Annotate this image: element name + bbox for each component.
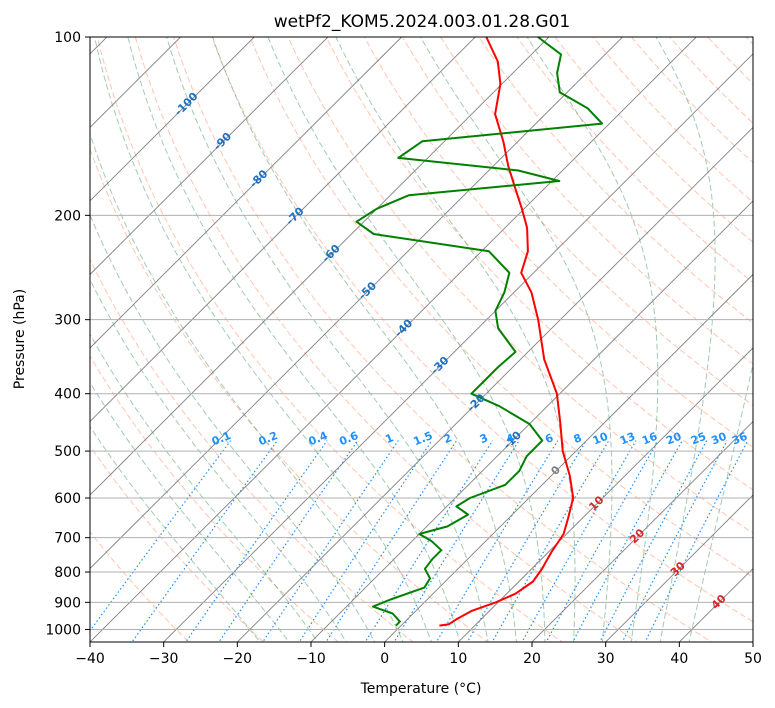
x-axis-label: Temperature (°C) — [360, 681, 482, 697]
y-tick-label: 500 — [54, 444, 81, 460]
mixing-ratio-label: 8 — [572, 431, 584, 446]
y-tick-label: 800 — [54, 565, 81, 581]
x-axis: −40 −30 −20 −10 0 10 20 30 40 50 — [75, 642, 762, 667]
mixing-ratio-label: 20 — [664, 430, 683, 448]
x-tick-label: −20 — [223, 651, 253, 667]
chart-title: wetPf2_KOM5.2024.003.01.28.G01 — [274, 12, 570, 32]
dry-adiabat — [478, 37, 753, 324]
mixing-ratio-line — [435, 440, 559, 642]
pressure-gridlines — [90, 37, 753, 630]
dry-adiabat — [90, 530, 190, 642]
mixing-ratio-line — [262, 440, 399, 642]
isotherm-line — [90, 37, 182, 129]
isotherm-line — [236, 126, 753, 642]
dry-adiabat — [287, 37, 753, 534]
mixing-ratio-line — [644, 440, 749, 642]
dry-adiabat — [134, 37, 638, 642]
mixing-ratio-line — [466, 440, 587, 642]
x-tick-label: −40 — [75, 651, 105, 667]
x-tick-label: 0 — [380, 651, 389, 667]
y-tick-label: 900 — [54, 595, 81, 611]
y-tick-label: 400 — [54, 387, 81, 403]
isotherm-line — [90, 37, 624, 570]
mixing-ratio-label: 1 — [383, 431, 395, 446]
mixing-ratio-label: 13 — [618, 430, 637, 448]
sounding-traces — [355, 37, 604, 627]
x-tick-label: 40 — [670, 651, 688, 667]
x-tick-label: −30 — [149, 651, 179, 667]
y-tick-label: 300 — [54, 313, 81, 329]
dry-adiabat — [173, 37, 713, 642]
plot-background — [90, 37, 753, 642]
isotherms — [90, 37, 753, 642]
dry-adiabat — [363, 37, 753, 448]
dry-adiabat — [401, 37, 753, 406]
isotherm-line — [384, 273, 753, 642]
plot-area: -100-90-80-70-60-50-40-30-20-10010203040… — [90, 37, 753, 642]
mixing-ratio-label: 10 — [591, 430, 610, 448]
y-tick-label: 1000 — [45, 622, 81, 638]
y-axis: 100 200 300 400 500 600 700 800 900 1000 — [45, 30, 90, 638]
isotherm-line — [531, 420, 753, 642]
mixing-ratio-label: 25 — [689, 430, 708, 448]
isotherm-line — [310, 200, 753, 642]
isotherm-line — [457, 347, 753, 642]
dry-adiabat — [90, 147, 489, 642]
mixing-ratio-label: 36 — [730, 430, 749, 448]
plot-frame — [89, 36, 754, 643]
x-tick-label: 10 — [449, 651, 467, 667]
mixing-ratio-label: 30 — [709, 430, 728, 448]
mixing-ratio-line — [621, 440, 728, 642]
isotherm-line — [90, 37, 550, 496]
moist-adiabat — [212, 37, 518, 642]
mixing-ratio-line — [325, 440, 458, 642]
mixing-ratio-line — [491, 440, 610, 642]
y-tick-label: 700 — [54, 531, 81, 547]
dry-adiabat — [90, 445, 265, 642]
isotherm-line — [90, 37, 403, 349]
dry-adiabat — [90, 258, 414, 642]
isotherm-line — [605, 494, 753, 642]
mixing-ratio-line — [364, 440, 494, 642]
y-tick-label: 200 — [54, 208, 81, 224]
moist-adiabat — [90, 278, 347, 642]
x-tick-label: 20 — [523, 651, 541, 667]
isotherm-line — [163, 53, 753, 642]
y-tick-label: 100 — [54, 30, 81, 46]
mixing-ratio-line — [545, 440, 659, 642]
mixing-ratio-line — [572, 440, 683, 642]
y-axis-label: Pressure (hPa) — [12, 289, 28, 389]
x-tick-label: 30 — [597, 651, 615, 667]
mixing-ratio-line — [131, 440, 278, 642]
dry-adiabat — [90, 355, 340, 642]
isotherm-line — [90, 37, 329, 276]
dry-adiabat — [249, 37, 753, 578]
moist-adiabat — [94, 37, 432, 642]
mixing-ratio-lines — [90, 440, 749, 642]
isotherm-line — [90, 37, 255, 202]
isotherm-line — [90, 37, 697, 642]
mixing-ratio-line — [521, 440, 637, 642]
x-tick-label: −10 — [296, 651, 326, 667]
dewpoint-trace — [355, 37, 604, 627]
mixing-ratio-line — [599, 440, 708, 642]
x-tick-label: 50 — [744, 651, 762, 667]
mixing-ratio-label: 3 — [478, 431, 490, 446]
y-tick-label: 600 — [54, 491, 81, 507]
mixing-ratio-label: 2 — [442, 431, 454, 446]
isotherm-line — [90, 37, 476, 423]
dry-adiabat — [96, 37, 564, 642]
mixing-ratio-label: 16 — [640, 430, 659, 448]
temperature-trace — [439, 37, 575, 627]
